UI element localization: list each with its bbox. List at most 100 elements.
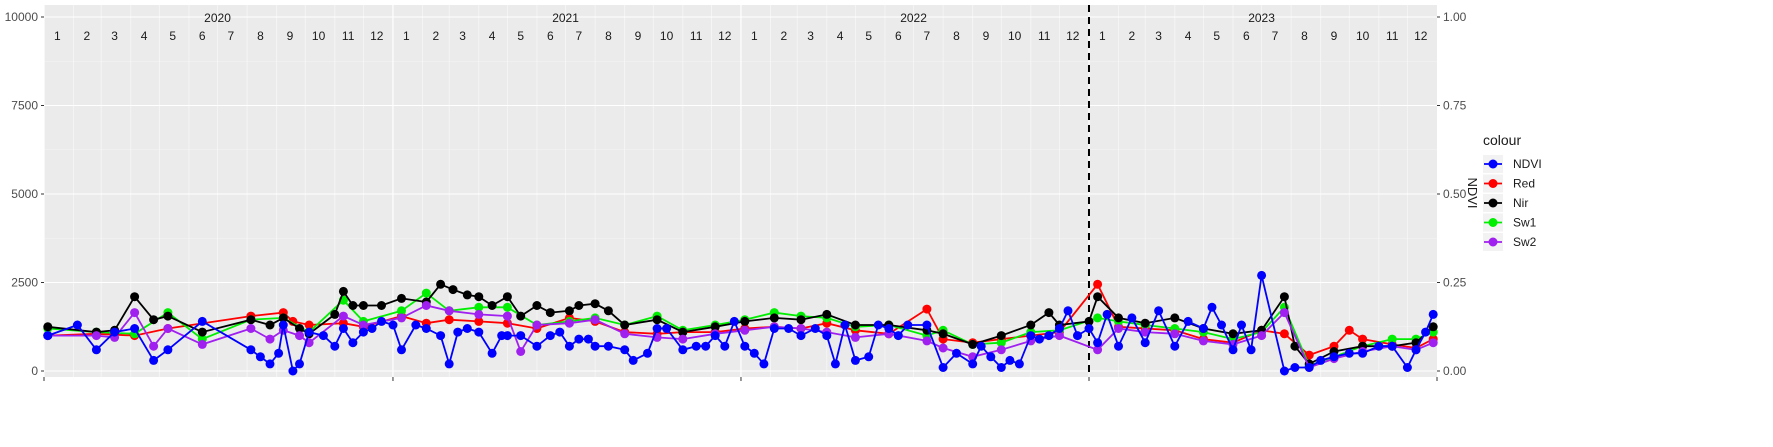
data-point-ndvi (1026, 331, 1036, 341)
data-point-ndvi (1127, 313, 1137, 323)
data-point-sw2 (938, 343, 948, 353)
month-label: 6 (199, 29, 206, 43)
data-point-ndvi (532, 341, 542, 351)
legend-item-sw2: Sw2 (1483, 233, 1537, 251)
data-point-ndvi (377, 316, 386, 326)
data-point-sw2 (91, 331, 101, 341)
legend-key-marker (1488, 159, 1498, 169)
month-label: 3 (807, 29, 814, 43)
legend-label: Nir (1513, 196, 1528, 210)
month-label: 10 (1008, 29, 1022, 43)
data-point-ndvi (662, 324, 672, 333)
data-point-ndvi (996, 363, 1006, 372)
y-tick-label: 10000 (5, 10, 39, 24)
data-point-ndvi (1228, 345, 1238, 355)
series-ndvi (43, 270, 1438, 376)
data-point-ndvi (1044, 331, 1054, 341)
data-point-sw2 (1198, 336, 1208, 346)
month-label: 6 (1243, 29, 1250, 43)
data-point-ndvi (769, 324, 779, 333)
data-point-ndvi (822, 331, 832, 341)
data-point-ndvi (1183, 316, 1193, 326)
month-label: 7 (924, 29, 931, 43)
legend-label: Red (1513, 177, 1535, 191)
data-point-ndvi (91, 345, 101, 355)
data-point-nir (338, 286, 348, 296)
data-point-ndvi (1279, 366, 1289, 376)
data-point-ndvi (710, 331, 720, 341)
data-point-nir (564, 306, 574, 316)
data-point-ndvi (720, 341, 730, 351)
data-point-ndvi (1063, 306, 1073, 316)
data-point-ndvi (110, 327, 120, 337)
data-point-ndvi (397, 345, 406, 355)
data-point-ndvi (938, 363, 948, 372)
data-point-sw2 (796, 324, 806, 333)
data-point-ndvi (555, 327, 565, 337)
month-label: 3 (111, 29, 118, 43)
data-point-nir (1093, 292, 1103, 302)
data-point-ndvi (274, 348, 284, 358)
data-point-ndvi (1140, 338, 1150, 348)
data-point-ndvi (163, 345, 173, 355)
data-point-ndvi (255, 352, 265, 362)
data-point-ndvi (1304, 363, 1314, 372)
month-label: 12 (718, 29, 732, 43)
data-point-ndvi (564, 341, 574, 351)
data-point-nir (265, 320, 275, 330)
data-point-nir (590, 299, 600, 309)
data-point-sw2 (163, 324, 173, 333)
data-point-ndvi (603, 341, 613, 351)
data-point-nir (1114, 313, 1123, 323)
data-point-nir (330, 309, 340, 319)
data-point-sw2 (532, 320, 542, 330)
data-point-ndvi (197, 316, 207, 326)
month-label: 10 (660, 29, 674, 43)
data-point-sw2 (1093, 345, 1103, 355)
data-point-nir (197, 327, 207, 337)
data-point-sw2 (502, 311, 512, 321)
month-label: 11 (1386, 29, 1399, 43)
data-point-ndvi (893, 331, 903, 341)
data-point-nir (163, 311, 173, 321)
data-point-red (1093, 279, 1103, 289)
data-point-ndvi (796, 331, 806, 341)
data-point-nir (1084, 316, 1094, 326)
month-label: 1 (403, 29, 410, 43)
data-point-ndvi (864, 352, 874, 362)
y-tick-label: 5000 (11, 187, 38, 201)
data-point-nir (1228, 329, 1238, 339)
data-point-sw2 (358, 320, 368, 330)
data-point-ndvi (1290, 363, 1300, 372)
data-point-ndvi (740, 341, 750, 351)
data-point-ndvi (628, 355, 638, 365)
data-point-ndvi (1207, 302, 1217, 312)
legend-label: Sw2 (1513, 235, 1537, 249)
month-label: 6 (547, 29, 554, 43)
data-point-nir (43, 322, 53, 332)
data-point-nir (502, 292, 512, 302)
data-point-ndvi (850, 355, 860, 365)
data-point-ndvi (388, 320, 398, 330)
data-point-sw2 (421, 301, 431, 310)
data-point-sw2 (1114, 324, 1123, 333)
data-point-ndvi (516, 331, 526, 341)
data-point-ndvi (304, 327, 314, 337)
month-label: 2 (433, 29, 440, 43)
data-point-ndvi (318, 331, 328, 341)
legend-label: NDVI (1513, 157, 1542, 171)
legend-key-marker (1488, 237, 1498, 247)
data-point-ndvi (453, 327, 463, 337)
data-point-nir (1026, 320, 1036, 330)
data-point-ndvi (1014, 359, 1024, 369)
data-point-sw2 (130, 308, 140, 318)
data-point-ndvi (130, 324, 140, 333)
month-label: 4 (1185, 29, 1192, 43)
data-point-ndvi (986, 352, 996, 362)
data-point-nir (1428, 322, 1438, 332)
month-label: 6 (895, 29, 902, 43)
data-point-sw2 (1279, 308, 1289, 318)
data-point-ndvi (1114, 341, 1123, 351)
